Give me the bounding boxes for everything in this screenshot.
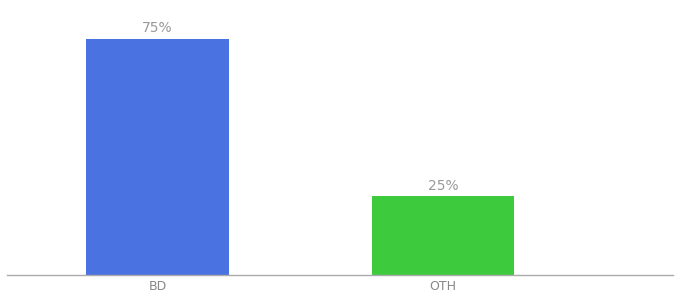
Text: 75%: 75% — [142, 21, 173, 35]
Bar — [86, 38, 229, 275]
Text: 25%: 25% — [428, 179, 458, 193]
Bar — [372, 196, 515, 275]
